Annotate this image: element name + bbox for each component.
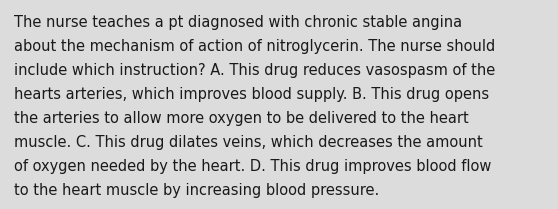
Text: of oxygen needed by the heart. D. This drug improves blood flow: of oxygen needed by the heart. D. This d… bbox=[14, 159, 492, 174]
Text: The nurse teaches a pt diagnosed with chronic stable angina: The nurse teaches a pt diagnosed with ch… bbox=[14, 15, 462, 30]
Text: include which instruction? A. This drug reduces vasospasm of the: include which instruction? A. This drug … bbox=[14, 63, 495, 78]
Text: muscle. C. This drug dilates veins, which decreases the amount: muscle. C. This drug dilates veins, whic… bbox=[14, 135, 483, 150]
Text: the arteries to allow more oxygen to be delivered to the heart: the arteries to allow more oxygen to be … bbox=[14, 111, 469, 126]
Text: about the mechanism of action of nitroglycerin. The nurse should: about the mechanism of action of nitrogl… bbox=[14, 39, 495, 54]
Text: to the heart muscle by increasing blood pressure.: to the heart muscle by increasing blood … bbox=[14, 183, 379, 198]
Text: hearts arteries, which improves blood supply. B. This drug opens: hearts arteries, which improves blood su… bbox=[14, 87, 489, 102]
